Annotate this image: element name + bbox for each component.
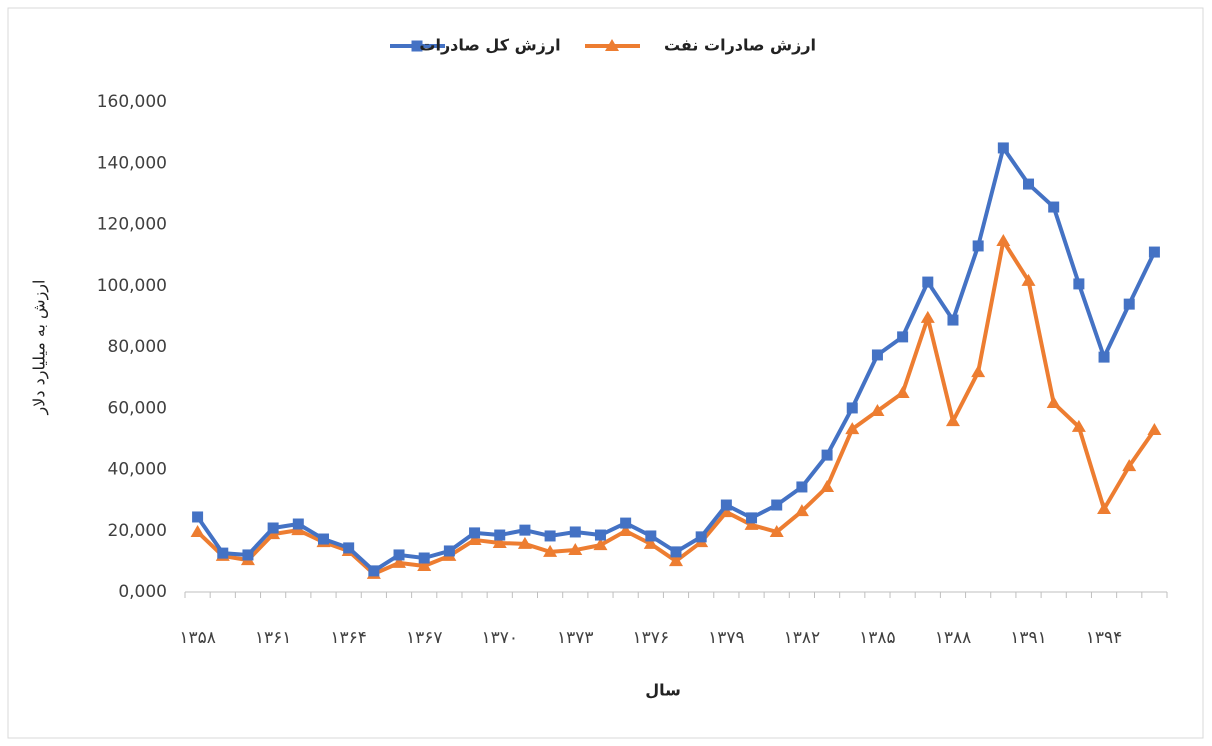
point (392, 555, 407, 568)
legend-label: ارزش کل صادرات (419, 36, 560, 55)
point (494, 529, 506, 541)
point (945, 414, 960, 427)
point (744, 517, 759, 530)
point (492, 536, 507, 548)
y-tick-label: 0,000 (118, 582, 167, 602)
x-tick-label: ۱۳۷۰ (481, 628, 518, 648)
point (669, 554, 683, 567)
point (846, 402, 858, 414)
point (996, 234, 1011, 247)
y-tick-label: 40,000 (108, 460, 167, 480)
point (997, 142, 1009, 154)
point (242, 549, 254, 561)
point (771, 499, 783, 511)
point (794, 504, 809, 517)
x-tick-label: ۱۳۸۸ (935, 628, 972, 648)
x-tick-label: ۱۳۵۸ (179, 628, 216, 648)
point (544, 530, 556, 542)
point (920, 310, 935, 323)
point (1048, 201, 1060, 213)
point (645, 530, 657, 542)
point (519, 524, 531, 536)
y-tick-label: 60,000 (108, 398, 167, 418)
x-tick-label: ۱۳۷۳ (557, 628, 594, 648)
point (820, 479, 835, 492)
point (569, 526, 581, 538)
point (947, 314, 959, 326)
point (368, 565, 380, 577)
point (594, 529, 606, 541)
point (343, 542, 355, 554)
point (1148, 246, 1160, 258)
point (618, 524, 633, 537)
point (971, 365, 986, 378)
point (443, 545, 455, 557)
x-axis-title: سال (645, 681, 681, 700)
point (292, 518, 304, 530)
point (870, 404, 885, 417)
point (1021, 273, 1036, 286)
point (821, 449, 833, 461)
point (1097, 502, 1112, 515)
y-tick-label: 20,000 (108, 521, 167, 541)
y-axis-title: ارزش به میلیارد دلار (30, 280, 50, 416)
y-tick-label: 160,000 (97, 92, 167, 112)
point (1098, 351, 1110, 363)
point (720, 499, 732, 511)
x-tick-label: ۱۳۸۵ (859, 628, 896, 648)
point (1071, 419, 1086, 432)
point (543, 544, 558, 557)
x-tick-label: ۱۳۹۴ (1086, 628, 1123, 648)
point (1073, 278, 1085, 290)
y-tick-label: 80,000 (108, 337, 167, 357)
point (1046, 396, 1061, 409)
point (467, 532, 482, 545)
point (217, 547, 229, 559)
x-tick-label: ۱۳۶۴ (330, 628, 367, 648)
chart-frame (7, 7, 1204, 739)
x-tick-label: ۱۳۸۲ (784, 628, 821, 648)
legend-marker (411, 40, 423, 52)
point (620, 517, 632, 529)
x-tick-label: ۱۳۶۷ (406, 628, 443, 648)
legend-label: ارزش صادرات نفت (664, 36, 816, 55)
point (418, 552, 430, 564)
point (517, 536, 532, 549)
point (719, 505, 734, 518)
point (643, 536, 658, 549)
point (190, 524, 205, 537)
point (593, 538, 608, 551)
point (267, 522, 279, 534)
point (670, 546, 682, 558)
point (469, 527, 481, 539)
point (192, 511, 204, 523)
point (845, 422, 860, 435)
point (897, 331, 909, 343)
y-tick-label: 140,000 (97, 153, 167, 173)
y-tick-label: 120,000 (97, 215, 167, 235)
point (695, 531, 707, 543)
point (895, 385, 910, 398)
point (417, 558, 432, 571)
point (317, 533, 329, 545)
x-tick-label: ۱۳۹۱ (1010, 628, 1047, 648)
legend-marker (605, 39, 619, 51)
x-tick-label: ۱۳۶۱ (255, 628, 292, 648)
y-tick-label: 100,000 (97, 276, 167, 296)
point (769, 524, 784, 537)
x-tick-label: ۱۳۷۹ (708, 628, 745, 648)
point (922, 276, 934, 288)
point (796, 481, 808, 493)
point (972, 240, 984, 252)
point (393, 549, 405, 561)
point (1123, 298, 1135, 310)
point (746, 512, 758, 524)
point (568, 543, 583, 556)
point (1122, 459, 1137, 472)
point (1147, 422, 1162, 435)
point (1023, 178, 1035, 190)
point (871, 349, 883, 361)
x-tick-label: ۱۳۷۶ (633, 628, 670, 648)
